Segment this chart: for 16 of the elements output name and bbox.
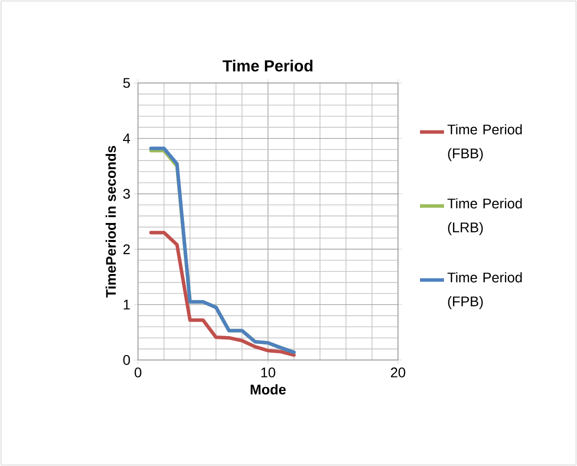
legend-label: Time Period (LRB): [448, 198, 522, 236]
y-tick-label: 1: [124, 300, 130, 310]
legend-label: Time Period (FPB): [448, 272, 522, 310]
y-tick-label: 0: [123, 355, 130, 365]
y-axis-title: TimePeriod in seconds: [106, 146, 116, 298]
legend-label: Time Period (FBB): [448, 124, 522, 162]
x-axis-title: Mode: [250, 384, 286, 394]
y-tick-label: 3: [123, 188, 130, 199]
y-tick-label: 5: [123, 78, 130, 88]
y-tick-label: 2: [123, 244, 130, 254]
x-tick-label: 10: [261, 368, 276, 378]
line-series: [149, 230, 296, 357]
x-tick-label: 0: [134, 368, 142, 378]
chart-title: Time Period: [222, 60, 312, 72]
y-tick-label: 4: [123, 134, 130, 144]
x-tick-label: 20: [390, 368, 406, 378]
